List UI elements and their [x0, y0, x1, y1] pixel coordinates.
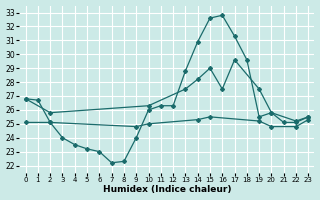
X-axis label: Humidex (Indice chaleur): Humidex (Indice chaleur)	[103, 185, 231, 194]
